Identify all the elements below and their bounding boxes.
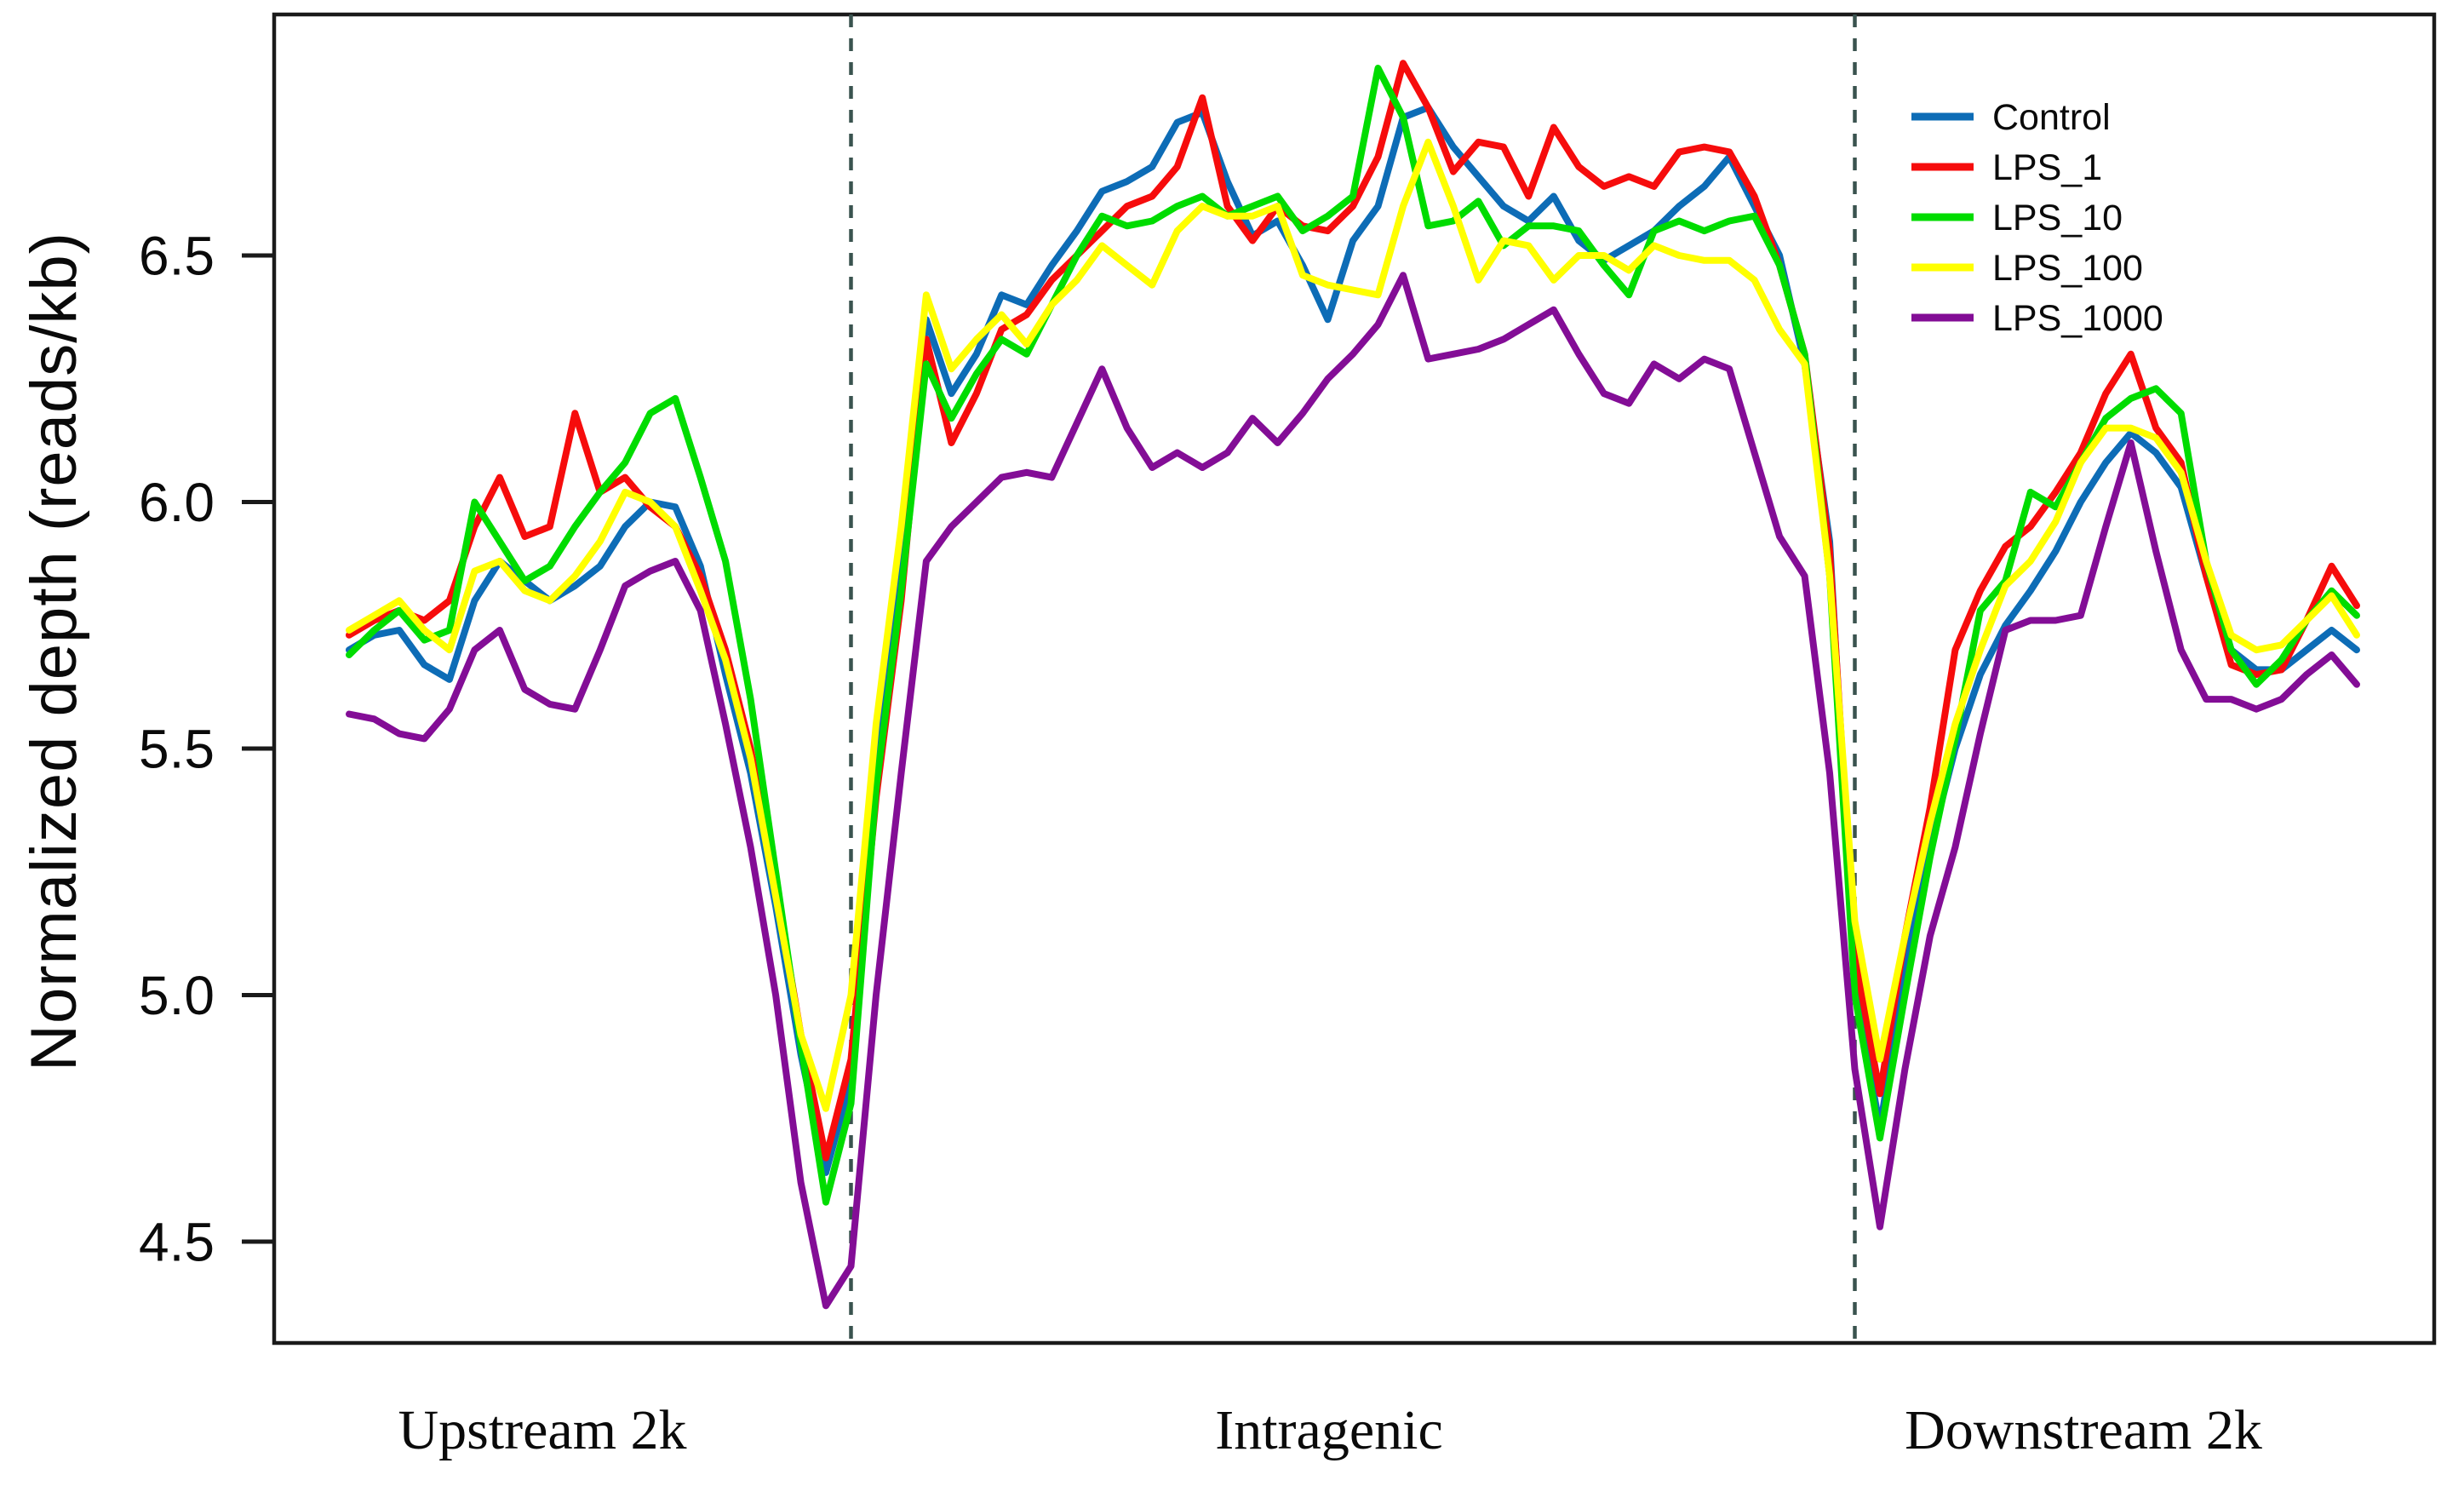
legend-label-lps_10: LPS_10	[1992, 198, 2123, 238]
legend-label-lps_1: LPS_1	[1992, 147, 2102, 188]
x-section-label-upstream: Upstream 2k	[398, 1399, 687, 1461]
y-tick-label: 6.0	[139, 472, 215, 533]
legend-label-lps_100: LPS_100	[1992, 248, 2143, 289]
plot-border	[272, 12, 2437, 1346]
series-line-lps_100	[346, 138, 2360, 1112]
y-tick-label: 5.0	[139, 965, 215, 1026]
legend-label-control: Control	[1992, 97, 2111, 138]
x-section-label-downstream: Downstream 2k	[1905, 1399, 2262, 1461]
series-line-control	[346, 104, 2360, 1176]
series-line-lps_1000	[346, 272, 2360, 1310]
y-tick-label: 6.5	[139, 225, 215, 286]
y-tick-label: 4.5	[139, 1211, 215, 1272]
legend-label-lps_1000: LPS_1000	[1992, 298, 2163, 339]
x-section-label-intragenic: Intragenic	[1215, 1399, 1443, 1461]
y-tick-label: 5.5	[139, 718, 215, 779]
series-line-lps_10	[346, 65, 2360, 1206]
